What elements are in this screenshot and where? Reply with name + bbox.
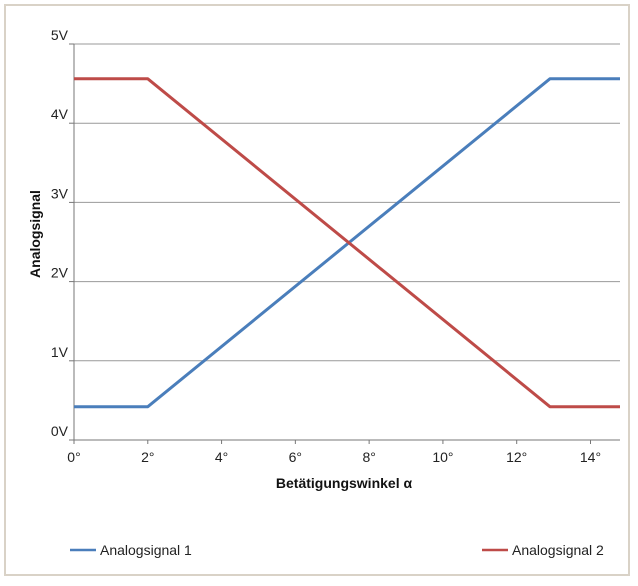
x-axis-title: Betätigungswinkel α [276, 475, 413, 491]
y-tick-label-4: 4V [51, 106, 69, 122]
legend: Analogsignal 1 Analogsignal 2 [70, 542, 604, 558]
y-axis-title: Analogsignal [27, 190, 43, 278]
x-tick-label-5: 10° [432, 449, 453, 465]
x-tick-label-4: 8° [362, 449, 375, 465]
y-tick-label-1: 1V [51, 344, 69, 360]
legend-label-1: Analogsignal 1 [100, 542, 192, 558]
x-tick-label-2: 4° [215, 449, 228, 465]
y-tick-label-2: 2V [51, 265, 69, 281]
x-tick-label-7: 14° [580, 449, 601, 465]
x-tick-label-6: 12° [506, 449, 527, 465]
legend-label-2: Analogsignal 2 [512, 542, 604, 558]
series-line-2 [74, 77, 620, 409]
gridlines [69, 43, 620, 444]
y-tick-label-0: 0V [51, 423, 69, 439]
y-tick-labels: 0V 1V 2V 3V 4V 5V [51, 27, 69, 439]
x-tick-label-1: 2° [141, 449, 154, 465]
x-tick-label-0: 0° [67, 449, 80, 465]
x-tick-label-3: 6° [289, 449, 302, 465]
y-tick-label-3: 3V [51, 185, 69, 201]
series-lines [74, 77, 620, 409]
y-tick-label-5: 5V [51, 27, 69, 43]
x-tick-labels: 0° 2° 4° 6° 8° 10° 12° 14° [67, 449, 601, 465]
